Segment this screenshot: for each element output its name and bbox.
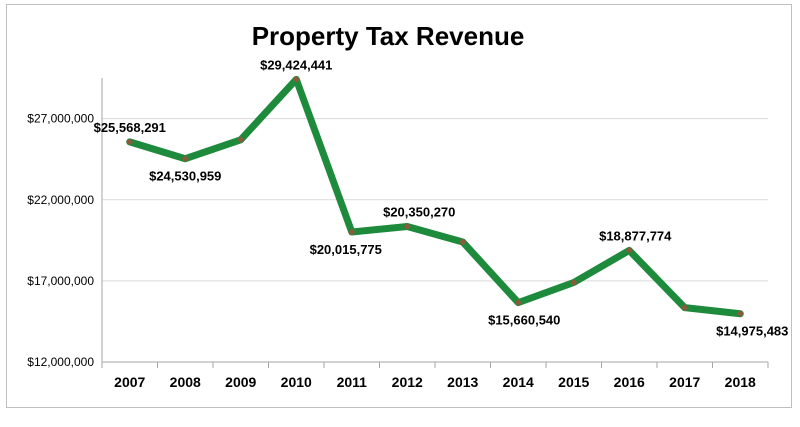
data-label: $18,877,774 <box>599 228 672 243</box>
gridlines <box>102 118 768 282</box>
data-point <box>126 138 134 146</box>
x-tick-label: 2014 <box>503 374 534 390</box>
data-point <box>237 136 245 144</box>
data-label: $20,015,775 <box>310 242 382 257</box>
data-point <box>736 310 744 318</box>
series-revenue <box>126 75 744 318</box>
data-label: $29,424,441 <box>260 57 332 72</box>
x-tick-label: 2009 <box>225 374 256 390</box>
x-tick-label: 2008 <box>170 374 201 390</box>
data-label: $25,568,291 <box>94 120 166 135</box>
data-point <box>181 155 189 163</box>
data-label: $15,660,540 <box>488 313 560 328</box>
y-axis: $12,000,000 $17,000,000 $22,000,000 $27,000… <box>27 78 103 369</box>
x-tick-label: 2011 <box>337 374 368 390</box>
chart-title: Property Tax Revenue <box>252 21 525 51</box>
data-point <box>514 299 522 307</box>
x-tick-label: 2017 <box>669 374 700 390</box>
x-tick-label: 2018 <box>725 374 756 390</box>
x-tick-label: 2013 <box>447 374 478 390</box>
y-tick-label: $22,000,000 <box>27 193 94 207</box>
data-point <box>681 304 689 312</box>
data-label: $24,530,959 <box>149 169 221 184</box>
data-point <box>292 75 300 83</box>
data-point <box>459 238 467 246</box>
data-label: $14,975,483 <box>716 324 788 339</box>
data-point <box>570 279 578 287</box>
series-line <box>126 75 744 318</box>
data-labels: $25,568,291 $24,530,959 $29,424,441 $20,015… <box>94 57 789 338</box>
x-tick-label: 2015 <box>558 374 589 390</box>
x-tick-label: 2010 <box>281 374 312 390</box>
data-point <box>348 228 356 236</box>
chart-frame <box>6 4 792 408</box>
data-point <box>625 246 633 254</box>
y-tick-label: $12,000,000 <box>27 355 94 369</box>
x-axis: 2007 2008 2009 2010 2011 2012 2013 2014 2015 2016… <box>101 361 769 390</box>
y-tick-label: $17,000,000 <box>27 274 94 288</box>
data-label: $20,350,270 <box>383 205 455 220</box>
y-tick-label: $27,000,000 <box>27 112 94 126</box>
x-tick-label: 2012 <box>392 374 423 390</box>
x-tick-label: 2007 <box>114 374 145 390</box>
data-point <box>403 223 411 231</box>
x-tick-label: 2016 <box>614 374 645 390</box>
